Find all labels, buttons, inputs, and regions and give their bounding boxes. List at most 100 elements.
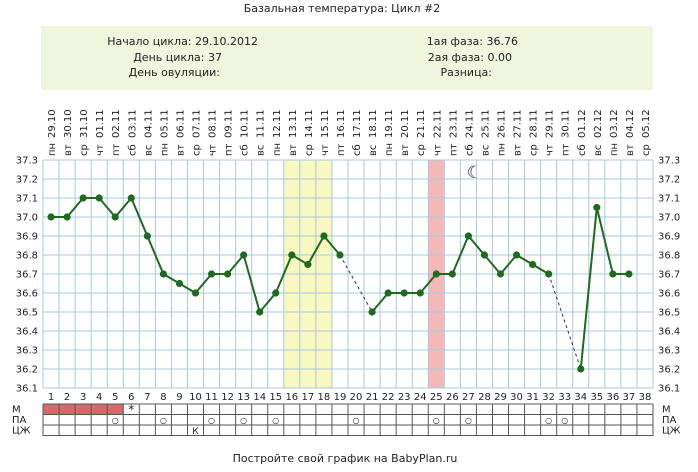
- x-date-label: 21.11: [416, 109, 427, 138]
- x-weekday-label: сб: [352, 144, 363, 156]
- x-date-label: 22.11: [432, 109, 443, 138]
- x-date-label: 31.10: [79, 109, 90, 138]
- data-point: [143, 232, 151, 240]
- x-day-number: 24: [414, 392, 427, 403]
- x-date-label: 14.11: [304, 109, 315, 138]
- x-weekday-label: вс: [480, 145, 491, 156]
- x-day-number: 34: [574, 392, 587, 403]
- x-date-label: 17.11: [352, 109, 363, 138]
- y-tick-label-left: 37.1: [16, 194, 38, 205]
- pa-marker: ○: [160, 416, 167, 425]
- x-weekday-label: чт: [545, 144, 556, 156]
- y-tick-label-right: 37.0: [658, 213, 680, 224]
- x-day-number: 33: [558, 392, 571, 403]
- pa-marker: ○: [353, 416, 360, 425]
- series-segment: [226, 254, 245, 275]
- data-point: [336, 251, 344, 259]
- x-date-label: 02.12: [593, 109, 604, 138]
- x-day-number: 20: [350, 392, 363, 403]
- series-gap-dashed: [339, 254, 373, 313]
- row-label-left: ЦЖ: [12, 426, 31, 437]
- x-weekday-label: вт: [513, 144, 524, 156]
- x-weekday-label: пн: [47, 143, 58, 156]
- x-day-number: 25: [430, 392, 443, 403]
- x-date-label: 15.11: [320, 109, 331, 138]
- y-tick-label-left: 37.0: [16, 213, 38, 224]
- series-segment: [98, 197, 117, 218]
- series-segment: [419, 273, 438, 294]
- series-segment: [451, 235, 470, 275]
- x-date-label: 30.10: [63, 109, 74, 138]
- footer-text: Постройте свой график на BabyPlan.ru: [233, 452, 458, 465]
- y-axis-labels: 36.1 36.1 36.2 36.2 36.3 36.3 36.4 36.4 36.5 36.5…: [16, 156, 681, 395]
- x-weekday-label: ср: [304, 144, 315, 156]
- series-segment: [194, 273, 213, 294]
- x-weekday-label: чт: [95, 144, 106, 156]
- x-day-number: 16: [285, 392, 298, 403]
- x-weekday-label: пн: [497, 143, 508, 156]
- x-day-number: 21: [366, 392, 379, 403]
- x-day-number: 26: [446, 392, 459, 403]
- row-label-right: ЦЖ: [662, 426, 681, 437]
- data-point: [577, 365, 585, 373]
- data-point: [79, 194, 87, 202]
- data-point: [47, 213, 55, 221]
- x-day-number: 23: [398, 392, 411, 403]
- x-weekday-label: пн: [384, 143, 395, 156]
- info-panel: [41, 26, 653, 90]
- x-weekday-label: пт: [224, 143, 235, 156]
- row-label-right: ПА: [662, 415, 677, 426]
- series-segment: [242, 254, 261, 313]
- x-date-label: 18.11: [368, 109, 379, 138]
- y-tick-label-right: 36.5: [658, 308, 680, 319]
- x-weekday-label: пн: [609, 143, 620, 156]
- x-day-number: 30: [510, 392, 523, 403]
- x-day-number: 6: [128, 392, 134, 403]
- x-weekday-label: пт: [561, 143, 572, 156]
- x-date-label: 28.11: [529, 109, 540, 138]
- y-tick-label-left: 36.8: [16, 251, 38, 262]
- data-point: [272, 289, 280, 297]
- x-date-label: 24.11: [464, 109, 475, 138]
- data-point: [224, 270, 232, 278]
- x-weekday-label: чт: [432, 144, 443, 156]
- x-day-number: 2: [64, 392, 70, 403]
- moon-icon: ☾: [467, 163, 482, 183]
- data-point: [207, 270, 216, 278]
- x-weekday-label: вс: [143, 145, 154, 156]
- x-weekday-label: ср: [641, 144, 652, 156]
- x-day-number: 19: [334, 392, 347, 403]
- x-weekday-label: сб: [127, 144, 138, 156]
- data-point: [175, 279, 184, 288]
- series-segment: [306, 235, 325, 265]
- x-day-number: 8: [160, 392, 166, 403]
- cycle-day: День цикла: 37: [133, 51, 222, 64]
- data-point: [288, 251, 296, 259]
- pa-marker: ○: [272, 416, 279, 425]
- x-day-number: 1: [48, 392, 54, 403]
- y-tick-label-left: 36.7: [16, 270, 38, 281]
- x-day-number: 7: [144, 392, 150, 403]
- y-tick-label-left: 36.3: [16, 346, 38, 357]
- x-weekday-label: ср: [416, 144, 427, 156]
- series-segment: [130, 197, 149, 237]
- data-point: [256, 308, 264, 316]
- series-segment: [483, 254, 502, 275]
- x-day-number: 36: [607, 392, 620, 403]
- x-date-label: 16.11: [336, 109, 347, 138]
- x-weekday-label: ср: [192, 144, 203, 156]
- x-weekday-label: чт: [320, 144, 331, 156]
- data-point: [416, 289, 424, 297]
- x-weekday-label: вс: [368, 145, 379, 156]
- mens-star-marker: *: [128, 403, 134, 417]
- x-weekday-label: сб: [577, 144, 588, 156]
- x-date-label: 04.11: [143, 109, 154, 138]
- y-tick-label-left: 36.9: [16, 232, 38, 243]
- x-weekday-label: вт: [288, 144, 299, 156]
- x-weekday-label: вт: [625, 144, 636, 156]
- y-tick-label-right: 36.3: [658, 346, 680, 357]
- y-tick-label-right: 36.7: [658, 270, 680, 281]
- temperature-series: ☾: [47, 163, 633, 373]
